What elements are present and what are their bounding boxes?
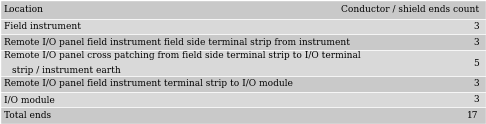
Text: 5: 5 [473, 59, 479, 68]
Text: Conductor / shield ends count: Conductor / shield ends count [341, 5, 479, 14]
Text: I/O module: I/O module [4, 95, 54, 104]
Text: Remote I/O panel cross patching from field side terminal strip to I/O terminal: Remote I/O panel cross patching from fie… [4, 51, 361, 60]
Text: Remote I/O panel field instrument field side terminal strip from instrument: Remote I/O panel field instrument field … [4, 38, 350, 47]
Bar [0, 50, 486, 76]
Bar [0, 34, 486, 50]
Bar [0, 0, 486, 19]
Text: 17: 17 [467, 111, 479, 120]
Text: 3: 3 [473, 79, 479, 88]
Text: 3: 3 [473, 22, 479, 31]
Text: strip / instrument earth: strip / instrument earth [12, 66, 121, 75]
Bar [0, 19, 486, 34]
Text: 3: 3 [473, 38, 479, 47]
Text: Location: Location [4, 5, 44, 14]
Bar [0, 108, 486, 124]
Text: 3: 3 [473, 95, 479, 104]
Bar [0, 92, 486, 108]
Text: Remote I/O panel field instrument terminal strip to I/O module: Remote I/O panel field instrument termin… [4, 79, 293, 88]
Bar [0, 76, 486, 92]
Text: Total ends: Total ends [4, 111, 51, 120]
Text: Field instrument: Field instrument [4, 22, 81, 31]
